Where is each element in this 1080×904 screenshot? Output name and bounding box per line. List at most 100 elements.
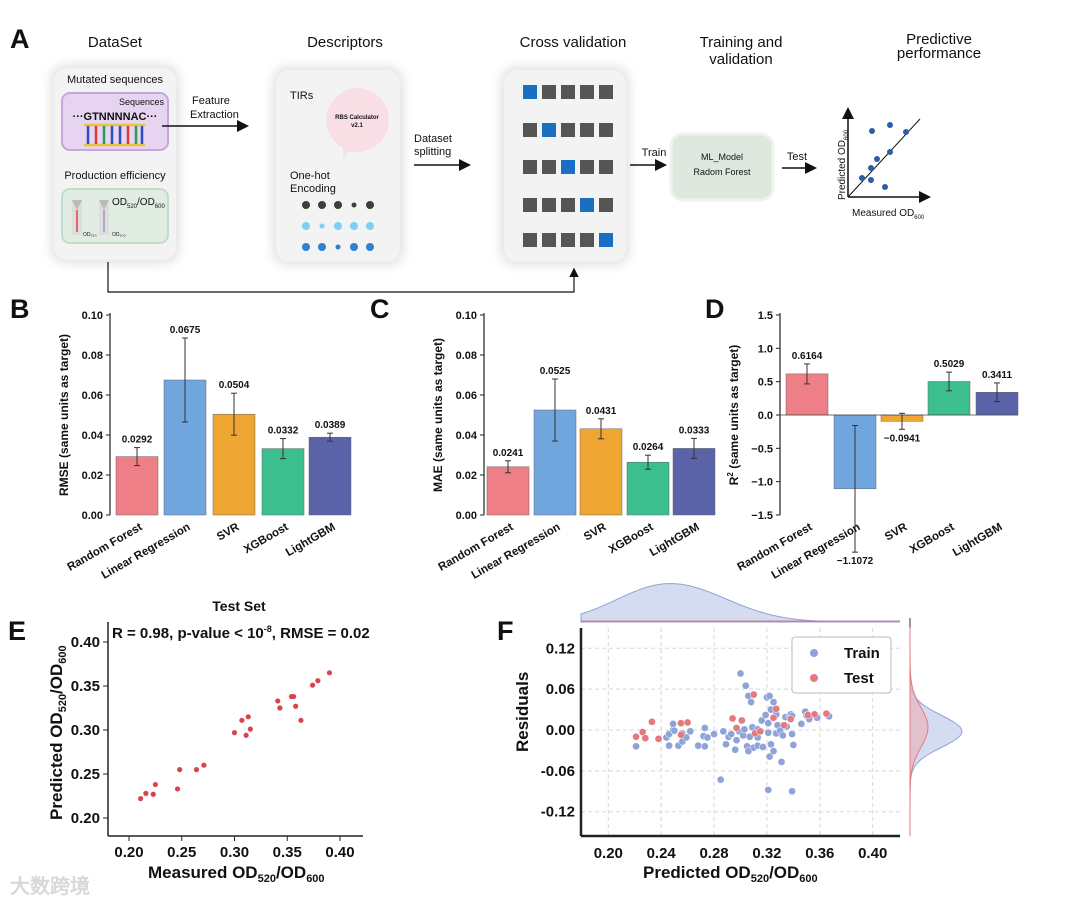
train-point: [765, 752, 774, 761]
efficiency-card: [61, 188, 169, 244]
onehot-dot: [334, 201, 342, 209]
test-point: [245, 714, 251, 720]
stage-title-training-1: Training and: [700, 34, 783, 51]
legend: Train Test: [791, 636, 892, 694]
test-point: [728, 714, 737, 723]
panel-letter-b: B: [10, 294, 30, 324]
onehot-dot: [351, 202, 357, 208]
y-tick-label: −1.0: [751, 477, 773, 489]
y-tick-label: 1.0: [758, 343, 773, 355]
category-label: SVR: [883, 521, 910, 544]
y-tick-label: 0.0: [758, 410, 773, 422]
onehot-dot: [350, 222, 358, 230]
e-title: Test Set: [212, 598, 266, 614]
test-point: [243, 732, 249, 738]
y-tick-label: 0.04: [82, 430, 104, 442]
panel-letter-f: F: [497, 616, 514, 646]
test-point: [632, 732, 640, 741]
training-fold: [542, 85, 556, 99]
od-ratio-label: OD520/OD600: [112, 197, 165, 210]
x-tick-label: 0.25: [167, 844, 196, 861]
test-point: [201, 762, 207, 768]
training-fold: [580, 123, 594, 137]
train-point: [670, 726, 679, 735]
test-point: [309, 682, 316, 688]
train-point: [747, 698, 755, 706]
mini-performance-plot: Predicted OD600 Measured OD600: [837, 107, 931, 221]
stage-title-dataset: DataSet: [88, 34, 143, 51]
y-axis-label: RMSE (same units as target): [57, 334, 71, 496]
y-tick-label: 0.02: [82, 470, 103, 482]
train-point: [761, 711, 770, 719]
validation-fold: [599, 233, 613, 247]
train-point: [686, 727, 695, 736]
panel-letter-a: A: [10, 24, 30, 54]
data-label: 0.0264: [633, 442, 664, 453]
onehot-label-1: One-hot: [290, 170, 330, 182]
production-efficiency-label: Production efficiency: [64, 170, 166, 182]
train-point: [700, 742, 709, 751]
category-label: LightGBM: [951, 521, 1005, 559]
x-tick-label: 0.20: [114, 844, 143, 861]
test-point: [143, 790, 149, 796]
model-box: [669, 132, 775, 202]
legend-marker-test: [810, 674, 818, 682]
train-point: [769, 698, 778, 706]
category-label: Random Forest: [436, 521, 515, 574]
panel-b-rmse-chart: B 0.00 0.02 0.04 0.06 0.08 0.10 RMSE (same unit…: [10, 294, 352, 582]
train-point: [765, 692, 774, 700]
onehot-dot: [366, 201, 374, 209]
category-label: XGBoost: [242, 521, 291, 556]
descriptors-box: TIRs RBS Calculator v2.1 One-hot Encodin…: [272, 66, 404, 266]
panel-letter-c: C: [370, 294, 390, 324]
rbs-version-label: v2.1: [351, 123, 363, 129]
x-tick-label: 0.40: [325, 844, 354, 861]
test-point: [683, 718, 692, 727]
test-point: [239, 717, 245, 723]
test-point: [769, 713, 778, 722]
train-point: [759, 743, 767, 751]
mini-plot-xlabel: Measured OD600: [852, 208, 925, 221]
rbs-calculator-bubble: [326, 88, 389, 159]
test-point: [641, 734, 650, 743]
test-point: [810, 710, 819, 719]
training-fold: [599, 160, 613, 174]
y-axis-label: R2 (same units as target): [726, 345, 741, 486]
test-point: [152, 781, 158, 788]
training-fold: [542, 160, 556, 174]
train-point: [722, 740, 730, 749]
onehot-dot: [335, 244, 341, 250]
data-label: 0.5029: [934, 359, 965, 370]
test-point: [298, 717, 304, 723]
stage-title-descriptors: Descriptors: [307, 34, 383, 51]
tube-label-520: OD₅₂₀: [83, 232, 97, 238]
train-point: [694, 741, 703, 750]
bar-lightgbm: [308, 436, 352, 516]
onehot-dot: [350, 243, 358, 251]
dna-ladder-icon: [84, 123, 145, 147]
e-xlabel: Measured OD520/OD600: [148, 863, 325, 885]
test-point: [822, 709, 831, 718]
training-fold: [542, 233, 556, 247]
e-annotation: R = 0.98, p-value < 10-8, RMSE = 0.02: [112, 624, 370, 642]
train-point: [665, 741, 673, 750]
train-point: [778, 731, 787, 740]
cv-fold-grid: [523, 85, 613, 247]
validation-fold: [561, 160, 575, 174]
y-tick-label: 0.40: [71, 634, 100, 651]
y-tick-label: 0.06: [456, 390, 477, 402]
train-point: [732, 736, 741, 745]
data-label: 0.0332: [268, 426, 299, 437]
panel-d-r2-chart: D −1.5 −1.0 −0.5 0.0 0.5 1.0 1.5 R2 (same units …: [705, 294, 1019, 582]
category-label: Linear Regression: [470, 521, 563, 582]
train-point: [788, 787, 796, 796]
y-tick-label: 0.20: [71, 810, 100, 827]
y-tick-label: 0.04: [456, 430, 478, 442]
panel-f-residual-plot: F Residuals Predicted OD520/OD600 0.12 0.…: [497, 583, 963, 885]
train-point: [797, 720, 806, 728]
validation-fold: [523, 85, 537, 99]
y-tick-label: 0.00: [546, 722, 575, 739]
validation-fold: [542, 123, 556, 137]
train-point: [741, 681, 750, 690]
training-fold: [561, 233, 575, 247]
